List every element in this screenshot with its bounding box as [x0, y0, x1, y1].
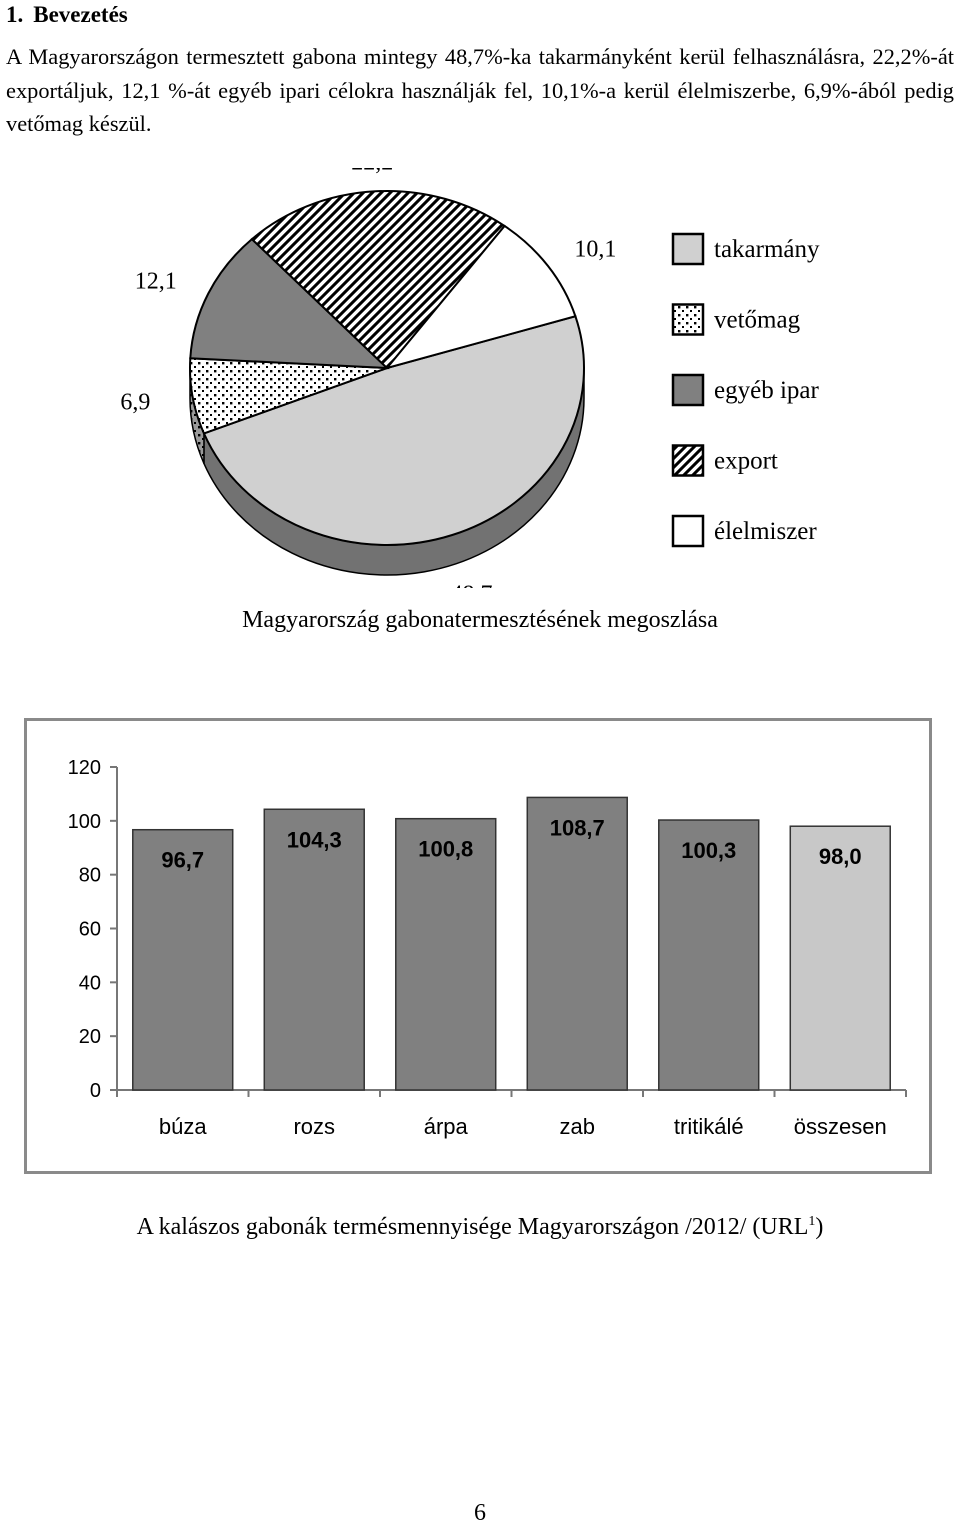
bar-value-tritikale: 100,3: [681, 838, 736, 863]
legend-swatch-vetomag: [671, 303, 705, 336]
bar-value-labels: 96,7 búza 104,3 rozs 100,8 árpa 108,7 zab 100,3 t…: [159, 815, 887, 1139]
bar-axis: 0 20 40 60 80 100 120: [68, 757, 907, 1102]
legend-label-egyeb-ipar: egyéb ipar: [714, 377, 819, 404]
page-number: 6: [474, 1500, 486, 1526]
y-tick-label: 20: [79, 1026, 101, 1048]
y-tick-label: 120: [68, 757, 101, 779]
section-number: 1.: [6, 2, 24, 27]
pie-slice-takarmany: [202, 315, 586, 546]
y-tick-label: 40: [79, 972, 101, 994]
legend-swatch-export: [671, 444, 705, 477]
bar-zab: [526, 796, 628, 1091]
pie-top-faces: [189, 190, 586, 546]
pie-label-egyeb-ipar: 12,1: [135, 269, 177, 295]
category-label-arpa: árpa: [424, 1114, 469, 1139]
category-label-rozs: rozs: [293, 1114, 335, 1139]
pie-chart: 48,7 6,9 12,1 22,2 10,1 takarmány vetőmag egyé…: [120, 168, 820, 588]
footnote-marker: 1: [808, 1214, 816, 1229]
legend-swatch-elelmiszer: [671, 514, 705, 548]
pie-caption: Magyarország gabonatermesztésének megosz…: [242, 607, 718, 633]
bar-arpa: [395, 817, 497, 1091]
bar-osszesen: [789, 825, 891, 1091]
section-title: Bevezetés: [33, 2, 128, 27]
y-tick-label: 0: [90, 1080, 101, 1102]
pie-label-vetomag: 6,9: [120, 389, 150, 415]
pie-legend: takarmány vetőmag egyéb ipar export élelmisz…: [671, 232, 820, 548]
pie-value-labels: 48,7 6,9 12,1 22,2 10,1: [120, 168, 616, 588]
pie-label-elelmiszer: 10,1: [574, 237, 616, 263]
bar-series: [132, 796, 891, 1091]
pie-slice-elelmiszer: [384, 224, 577, 370]
bar-caption-close: ): [815, 1214, 824, 1240]
legend-label-vetomag: vetőmag: [714, 307, 801, 334]
legend-swatch-takarmany: [671, 232, 705, 266]
bar-value-zab: 108,7: [550, 815, 605, 840]
category-label-zab: zab: [560, 1114, 595, 1139]
y-tick-label: 80: [79, 865, 101, 887]
bar-value-osszesen: 98,0: [819, 844, 862, 869]
section-heading: 1. Bevezetés: [6, 2, 128, 28]
bar-caption: A kalászos gabonák termésmennyisége Magy…: [0, 1214, 960, 1241]
legend-label-export: export: [714, 448, 778, 475]
bar-rozs: [263, 808, 365, 1091]
bar-value-arpa: 100,8: [418, 837, 473, 862]
bar-chart: 0 20 40 60 80 100 120 96,7 búza 104,3 rozs 100,8 ár…: [24, 718, 932, 1174]
pie-slice-egyeb-ipar: [189, 237, 390, 370]
y-tick-label: 60: [79, 919, 101, 941]
legend-swatch-egyeb-ipar: [671, 373, 705, 407]
intro-paragraph: A Magyarországon termesztett gabona mint…: [6, 44, 954, 136]
pie-slice-export: [250, 190, 507, 370]
category-label-tritikale: tritikálé: [674, 1114, 744, 1139]
legend-label-elelmiszer: élelmiszer: [714, 518, 817, 545]
bar-tritikale: [658, 819, 760, 1091]
category-label-buza: búza: [159, 1114, 207, 1139]
category-label-osszesen: összesen: [794, 1114, 887, 1139]
bar-buza: [132, 828, 234, 1091]
y-tick-label: 100: [68, 811, 101, 833]
pie-label-export: 22,2: [351, 168, 393, 175]
pie-label-takarmany: 48,7: [450, 581, 492, 588]
bar-value-buza: 96,7: [161, 848, 204, 873]
bar-value-rozs: 104,3: [287, 827, 342, 852]
bar-caption-text: A kalászos gabonák termésmennyisége Magy…: [136, 1214, 809, 1240]
legend-label-takarmany: takarmány: [714, 236, 820, 263]
